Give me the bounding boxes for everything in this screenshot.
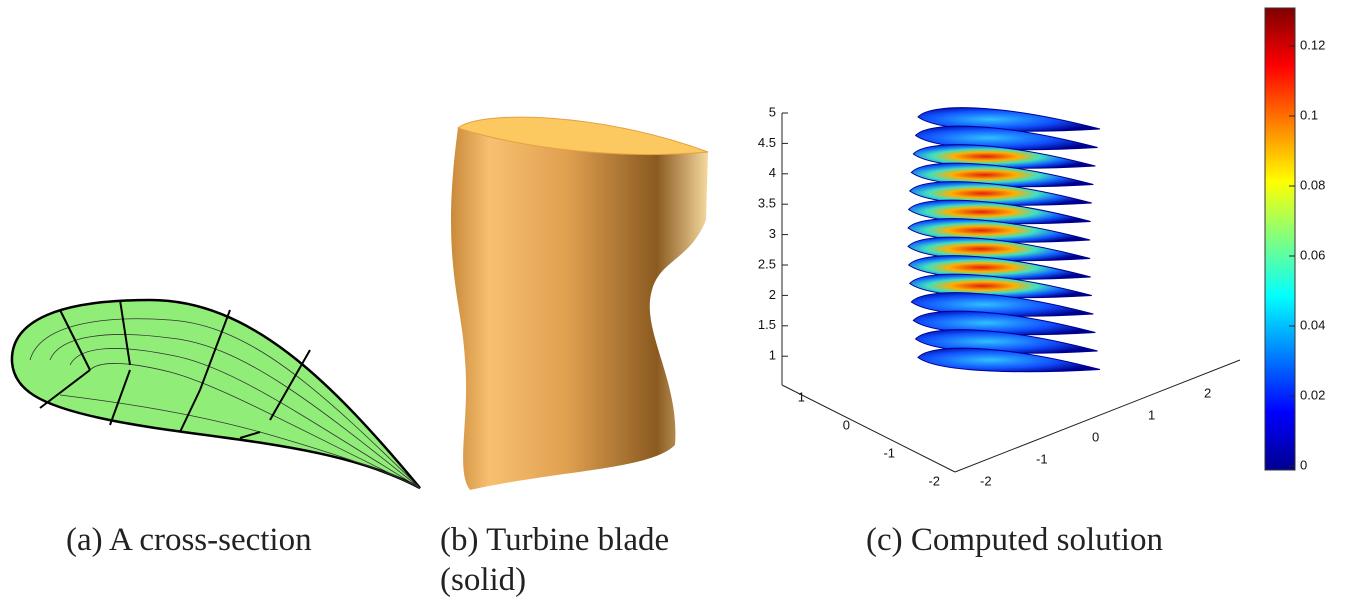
y-tick-label: 1 — [798, 389, 805, 404]
z-tick-label: 1.5 — [758, 317, 776, 332]
figure: (a) A cross-section (b) Turbine blade (s… — [0, 0, 1367, 608]
x-tick-label: 0 — [1092, 429, 1099, 444]
y-tick-label: -1 — [883, 445, 895, 460]
z-tick-label: 3.5 — [758, 196, 776, 211]
airfoil — [12, 300, 420, 488]
caption: (b) Turbine blade — [440, 522, 669, 558]
z-tick-label: 1 — [769, 348, 776, 363]
z-tick-label: 3 — [769, 226, 776, 241]
x-tick-label: 2 — [1204, 385, 1211, 400]
colorbar-tick-label: 0 — [1300, 457, 1307, 472]
colorbar-tick-label: 0.02 — [1300, 387, 1325, 402]
x-tick-label: -2 — [980, 473, 992, 488]
caption: (a) A cross-section — [66, 522, 312, 558]
turbine-blade — [451, 117, 708, 490]
caption: (c) Computed solution — [866, 522, 1163, 558]
z-tick-label: 2.5 — [758, 256, 776, 271]
y-tick-label: -2 — [928, 473, 940, 488]
x-tick-label: -1 — [1036, 451, 1048, 466]
colorbar-tick-label: 0.06 — [1300, 247, 1325, 262]
z-tick-label: 5 — [769, 104, 776, 119]
y-tick-label: 0 — [843, 417, 850, 432]
solution-slices — [908, 108, 1100, 372]
z-tick-label: 4.5 — [758, 135, 776, 150]
colorbar-tick-label: 0.12 — [1300, 37, 1325, 52]
x-tick-label: 1 — [1148, 407, 1155, 422]
colorbar-tick-label: 0.08 — [1300, 177, 1325, 192]
z-tick-label: 2 — [769, 287, 776, 302]
colorbar-tick-label: 0.04 — [1300, 317, 1325, 332]
colorbar-tick-label: 0.1 — [1300, 107, 1318, 122]
colorbar — [1265, 8, 1295, 470]
caption: (solid) — [440, 562, 526, 598]
z-tick-label: 4 — [769, 165, 776, 180]
